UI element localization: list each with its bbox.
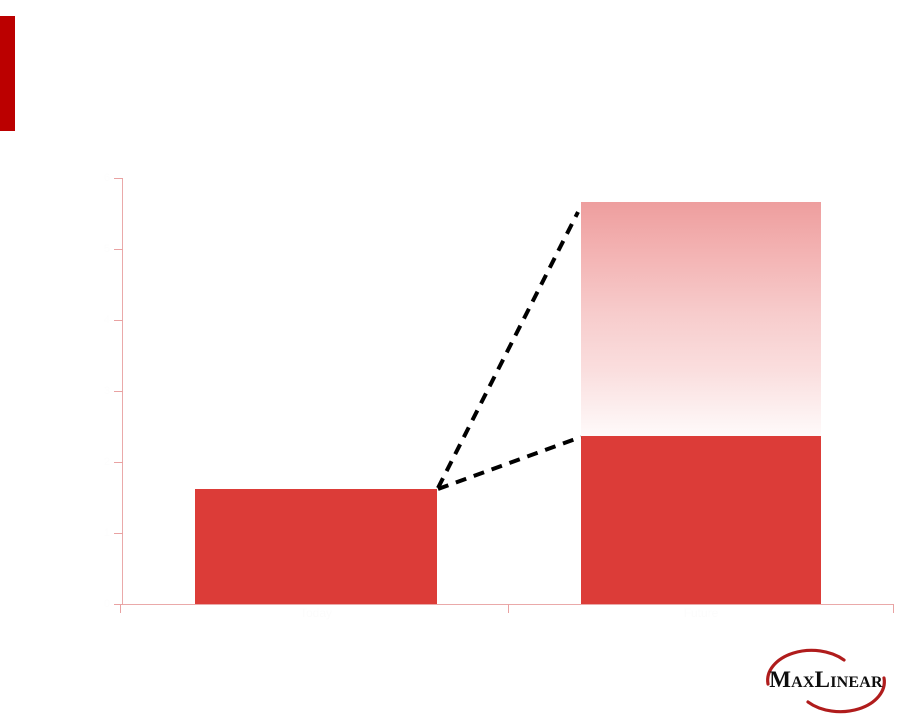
y-axis-tick-label: 3 — [103, 385, 110, 397]
y-axis-tick — [114, 462, 123, 463]
y-axis-tick — [114, 178, 123, 179]
x-axis-tick-label-today: Today — [299, 606, 333, 620]
maxlinear-logo: MaxLinear — [752, 646, 900, 716]
x-axis-tick-label-future: Future — [683, 606, 719, 620]
bar-future-base-segment — [581, 436, 821, 604]
x-axis-tick — [120, 604, 121, 613]
bar-future-growth-segment — [581, 202, 821, 436]
y-axis-tick — [114, 533, 123, 534]
accent-bar — [0, 16, 15, 131]
y-axis-tick — [114, 391, 123, 392]
bar-today — [195, 489, 437, 604]
x-axis-tick — [893, 604, 894, 613]
y-axis-tick-label: 5 — [103, 243, 110, 255]
y-axis-tick-label: 4 — [103, 314, 110, 326]
growth-connector-upper-line — [436, 211, 580, 489]
maxlinear-logo-arc-icon — [766, 648, 886, 714]
x-axis-line — [120, 604, 893, 605]
y-axis-tick-label: 6 — [103, 172, 110, 184]
y-axis-tick-label: 1 — [103, 527, 110, 539]
maxlinear-logo-wordmark: MaxLinear — [769, 667, 883, 692]
growth-connector-lower-line — [437, 435, 582, 491]
y-axis-tick — [114, 604, 123, 605]
y-axis-tick — [114, 249, 123, 250]
y-axis-tick-label: 0 — [103, 598, 110, 610]
y-axis-tick-label: 2 — [103, 456, 110, 468]
x-axis-tick — [508, 604, 509, 613]
y-axis-tick — [114, 320, 123, 321]
